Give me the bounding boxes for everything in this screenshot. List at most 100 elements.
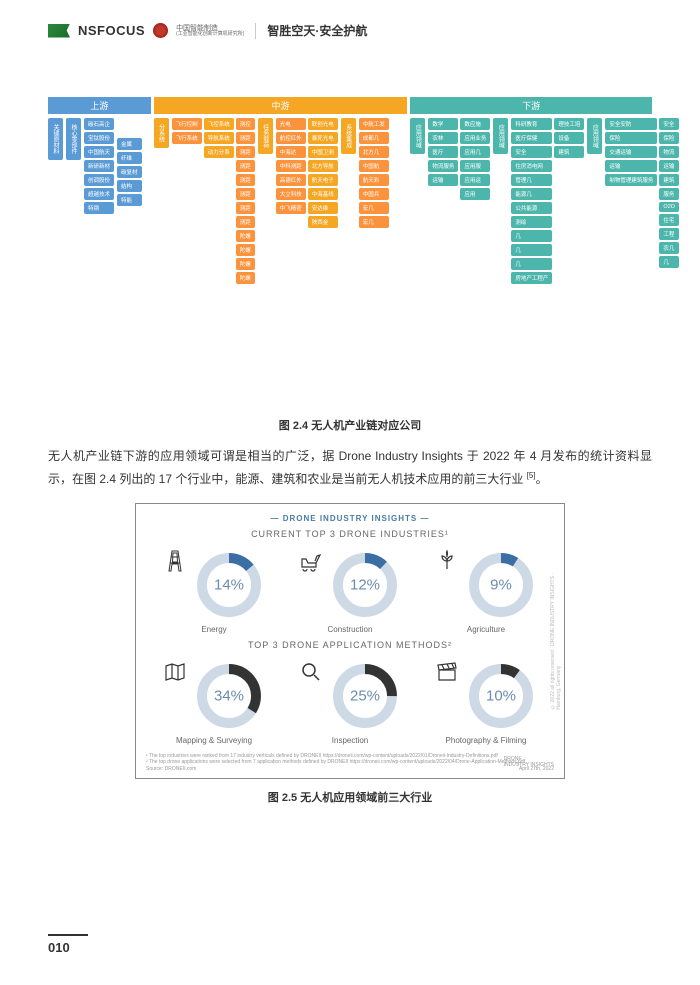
tree-node: 物流服务 [428,160,458,172]
tree-node: 物流 [659,146,679,158]
tree-node: 安全 [659,118,679,130]
header-upstream: 上游 [48,97,151,114]
tree-node: 几 [511,244,552,256]
fig2-title1: CURRENT TOP 3 DRONE INDUSTRIES¹ [146,529,554,539]
donut-chart: 9% [465,549,537,621]
donut-label: Photography & Filming [446,736,527,745]
fig2-footer: ¹ The top industries were ranked from 17… [146,753,554,773]
partner-text: 中国智能制造 (工业智能化创新计算机研究所) [176,25,244,37]
tree-node: 运输 [605,160,657,172]
page-header: NSFOCUS 中国智能制造 (工业智能化创新计算机研究所) 智胜空天·安全护航 [0,0,700,49]
fig2-side-credit: © 2022 all rights reserved · DRONE INDUS… [550,572,562,709]
donut-label: Energy [201,625,226,634]
tree-node: 交通运输 [605,146,657,158]
tree-node: 光电 [276,118,306,130]
tree-node: 超越技术 [84,188,114,200]
figure-2-4: 上游 中游 下游 关键原材料核心零部件碳石高企宝钛股份中国航天新研新材创调股份超… [48,97,652,407]
donut-label: Mapping & Surveying [176,736,252,745]
tree-node: 中海达 [276,146,306,158]
tree-node: 理技工培 [554,118,584,130]
para-text: 无人机产业链下游的应用领域可谓是相当的广泛，据 Drone Industry I… [48,449,652,486]
donut-item: 12% Construction [290,549,410,634]
donut-pct: 12% [350,576,380,593]
tree-node: 管理几 [511,174,552,186]
tree-node: 导航系统 [204,132,234,144]
tree-node: 应用 [460,188,490,200]
donut-label: Agriculture [467,625,505,634]
tree-node: 宏几 [359,202,389,214]
donut-label: Construction [328,625,373,634]
donut-chart: 25% [329,660,401,732]
page-number: 010 [48,934,88,955]
tree-root: 分系统 [154,118,169,148]
tree-node: 纤维 [117,152,142,164]
donut-row-2: 34% Mapping & Surveying 25% Inspection [146,660,554,745]
tree-node: 医疗 [428,146,458,158]
donut-item: 25% Inspection [290,660,410,745]
tree-node: 设备 [554,132,584,144]
tree-node: 测距 [236,216,255,228]
slogan-text: 智胜空天·安全护航 [267,22,367,39]
tree-node: 数学 [428,118,458,130]
tree-root: 应用领域 [587,118,602,154]
tree-node: 中国卫测 [308,146,338,158]
tree-node: 安全安防 [605,118,657,130]
donut-item: 14% Energy [154,549,274,634]
tree-node: 航控红外 [276,132,306,144]
tree-node: 碳复材 [117,166,142,178]
donut-item: 34% Mapping & Surveying [154,660,274,745]
tree-node: 北方几 [359,146,389,158]
magnify-icon [299,660,323,684]
tree-root: 核心零部件 [66,118,81,160]
tree-node: 测距 [236,174,255,186]
tree-node: 应用服 [460,160,490,172]
tree-node: 陀螺 [236,258,255,270]
tree-node: 几 [511,230,552,242]
donut-row-1: 14% Energy 12% Construction [146,549,554,634]
tree-node: 服务 [659,188,679,200]
tree-node: 中飞精密 [276,202,306,214]
tree-node: 中国航 [359,160,389,172]
tree-node: 陀螺 [236,230,255,242]
tree-node: 创调股份 [84,174,114,186]
tree-node: 中海基线 [308,188,338,200]
tree-node: 中国兵 [359,188,389,200]
tree-node: 医疗保健 [511,132,552,144]
tree-root: 应用领域 [493,118,508,154]
tree-node: 金属 [117,138,142,150]
tree-node: 测距 [236,202,255,214]
fig2-caption: 图 2.5 无人机应用领域前三大行业 [0,789,700,805]
body-paragraph: 无人机产业链下游的应用领域可谓是相当的广泛，据 Drone Industry I… [48,445,652,491]
tree-node: 动力分系 [204,146,234,158]
tree-node: 科研教育 [511,118,552,130]
tree-node: 农几 [659,242,679,254]
tree-node: 飞行控制 [172,118,202,130]
tree-node: 能源几 [511,188,552,200]
donut-pct: 34% [214,687,244,704]
tree-node: 特钢 [84,202,114,214]
tree-node: 陀螺 [236,244,255,256]
tree-node: 暴死光电 [308,132,338,144]
tree-node: 飞行系统 [172,132,202,144]
fig2-logo: DRONE INDUSTRY INSIGHTS [504,756,554,768]
header-downstream: 下游 [410,97,652,114]
tree-node: 成都几 [359,132,389,144]
nsfocus-flag-icon [48,24,70,38]
tree-node: 测距 [236,132,255,144]
donut-label: Inspection [332,736,368,745]
excavator-icon [299,549,323,573]
plant-icon [435,549,459,573]
tree-node: 中航工发 [359,118,389,130]
donut-pct: 9% [490,576,512,593]
tree-node: 联创光电 [308,118,338,130]
tree-node: 新研新材 [84,160,114,172]
donut-chart: 34% [193,660,265,732]
section-headers: 上游 中游 下游 [48,97,652,114]
tree-node: 几 [511,258,552,270]
tree-node: 住宅 [659,214,679,226]
tree-node: 安全 [511,146,552,158]
tree-node: 高德红外 [276,174,306,186]
donut-pct: 14% [214,576,244,593]
tree-node: 测控 [236,118,255,130]
tree-node: 住房消电网 [511,160,552,172]
